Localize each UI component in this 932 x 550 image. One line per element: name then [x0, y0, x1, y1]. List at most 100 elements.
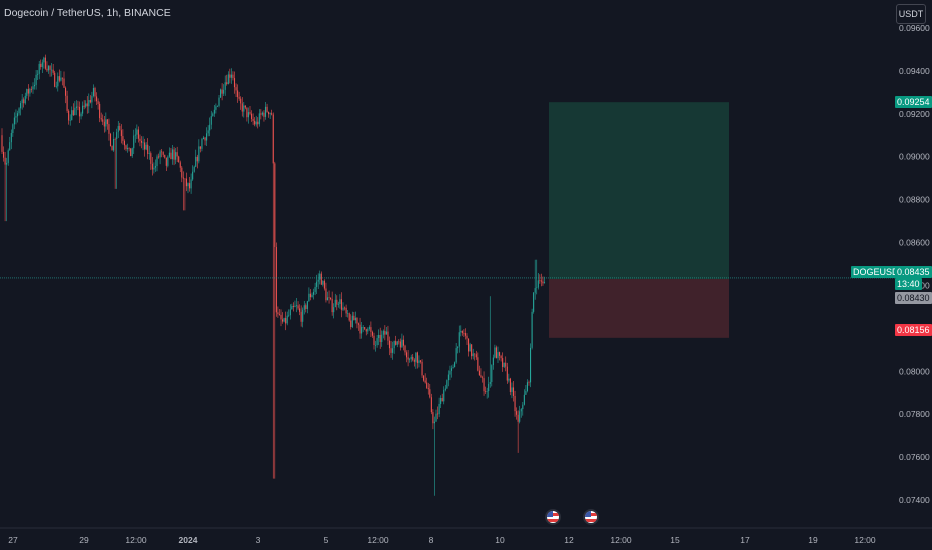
candle-body [72, 110, 74, 116]
candle-body [77, 106, 79, 108]
candle-body [192, 171, 194, 180]
candle-body [316, 281, 318, 287]
candle-body [325, 288, 327, 301]
candle-body [469, 344, 471, 352]
candle-body [66, 95, 68, 111]
candle-body [429, 389, 431, 398]
candle-body [305, 305, 307, 309]
candle-body [495, 347, 497, 359]
candle-body [402, 339, 404, 346]
candle-body [1, 135, 3, 152]
candle-body [117, 126, 119, 133]
us-flag-icon[interactable] [583, 509, 599, 525]
candle-body [102, 119, 104, 122]
candle-body [100, 118, 102, 120]
candle-body [162, 152, 164, 155]
currency-button[interactable]: USDT [896, 4, 926, 24]
candle-body [68, 110, 70, 121]
candle-body [105, 119, 107, 127]
candle-body [268, 111, 270, 115]
candle-body [142, 142, 144, 144]
x-tick-label: 12:00 [610, 535, 632, 545]
candle-body [6, 162, 8, 165]
candle-body [323, 280, 325, 289]
candle-body [193, 166, 195, 172]
candle-body [464, 333, 466, 336]
candle-body [379, 334, 381, 342]
candle-body [7, 150, 9, 163]
candle-body [123, 140, 125, 146]
candle-body [229, 74, 231, 78]
candle-body [330, 297, 332, 300]
candle-body [526, 382, 528, 392]
candle-body [337, 303, 339, 305]
candle-body [512, 387, 515, 396]
candle-body [348, 313, 350, 321]
candle-body [212, 113, 214, 117]
candle-body [9, 142, 11, 151]
candle-body [97, 101, 99, 104]
candle-body [55, 86, 57, 87]
candle-body [339, 299, 341, 304]
candle-body [376, 338, 378, 345]
candle-body [275, 247, 277, 313]
candle-body [320, 273, 322, 285]
candle-body [477, 357, 479, 371]
candle-body [291, 306, 293, 310]
candle-body [85, 103, 87, 107]
candle-body [382, 330, 384, 335]
candle-body [415, 352, 417, 362]
candle-body [474, 353, 476, 355]
x-tick-label: 19 [808, 535, 818, 545]
candle-body [131, 148, 133, 157]
candle-body [282, 319, 284, 322]
profit-zone[interactable] [549, 102, 729, 280]
candle-body [83, 105, 85, 107]
candle-body [416, 352, 418, 364]
candle-body [252, 118, 254, 121]
candle-body [89, 100, 91, 103]
x-tick-label: 10 [495, 535, 505, 545]
loss-zone[interactable] [549, 279, 729, 338]
candle-body [237, 90, 239, 98]
candle-body [254, 120, 256, 125]
candle-body [347, 313, 349, 314]
candle-body [371, 331, 373, 336]
candle-body [82, 105, 84, 114]
candle-body [258, 113, 260, 125]
candle-body [506, 366, 508, 381]
candle-body [260, 113, 262, 115]
candle-body [277, 312, 279, 315]
candle-body [409, 359, 411, 360]
candle-body [435, 413, 437, 422]
candle-body [404, 345, 406, 353]
candle-body [450, 368, 453, 371]
candle-body [503, 362, 505, 367]
candle-body [207, 130, 209, 134]
candle-body [37, 73, 39, 75]
candle-body [43, 57, 45, 63]
candle-body [292, 306, 294, 307]
chart-title: Dogecoin / TetherUS, 1h, BINANCE [4, 7, 171, 19]
candle-body [164, 154, 166, 158]
candle-body [286, 315, 288, 324]
candle-body [10, 133, 12, 143]
candle-body [399, 341, 401, 348]
candle-body [20, 103, 22, 109]
candle-body [333, 307, 335, 313]
candle-body [537, 280, 539, 288]
candle-body [457, 346, 459, 349]
candle-body [111, 146, 113, 151]
candle-body [46, 68, 48, 71]
candle-body [427, 387, 429, 390]
candle-body [539, 280, 541, 281]
x-tick-label: 15 [670, 535, 680, 545]
candle-body [103, 121, 105, 127]
us-flag-icon[interactable] [545, 509, 561, 525]
candle-body [271, 113, 273, 115]
candle-body [137, 129, 139, 139]
candle-body [331, 299, 333, 313]
candle-body [257, 121, 259, 125]
